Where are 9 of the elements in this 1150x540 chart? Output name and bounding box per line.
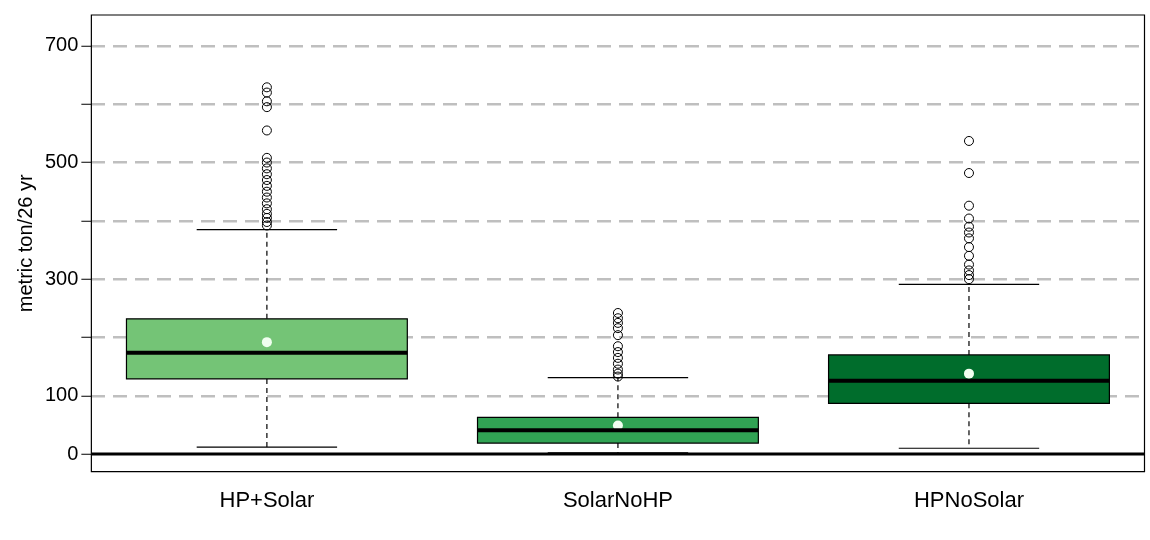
x-tick-label: HPNoSolar <box>913 486 1024 512</box>
y-tick-label: 100 <box>44 383 79 406</box>
y-axis-title: metric ton/26 yr <box>13 174 36 313</box>
y-tick-label: 0 <box>67 441 79 464</box>
x-tick-label: SolarNoHP <box>562 486 673 512</box>
y-tick-label: 500 <box>44 150 79 173</box>
x-tick-label: HP+Solar <box>219 486 315 512</box>
y-tick-label: 700 <box>44 33 79 56</box>
y-tick-label: 300 <box>44 266 79 289</box>
